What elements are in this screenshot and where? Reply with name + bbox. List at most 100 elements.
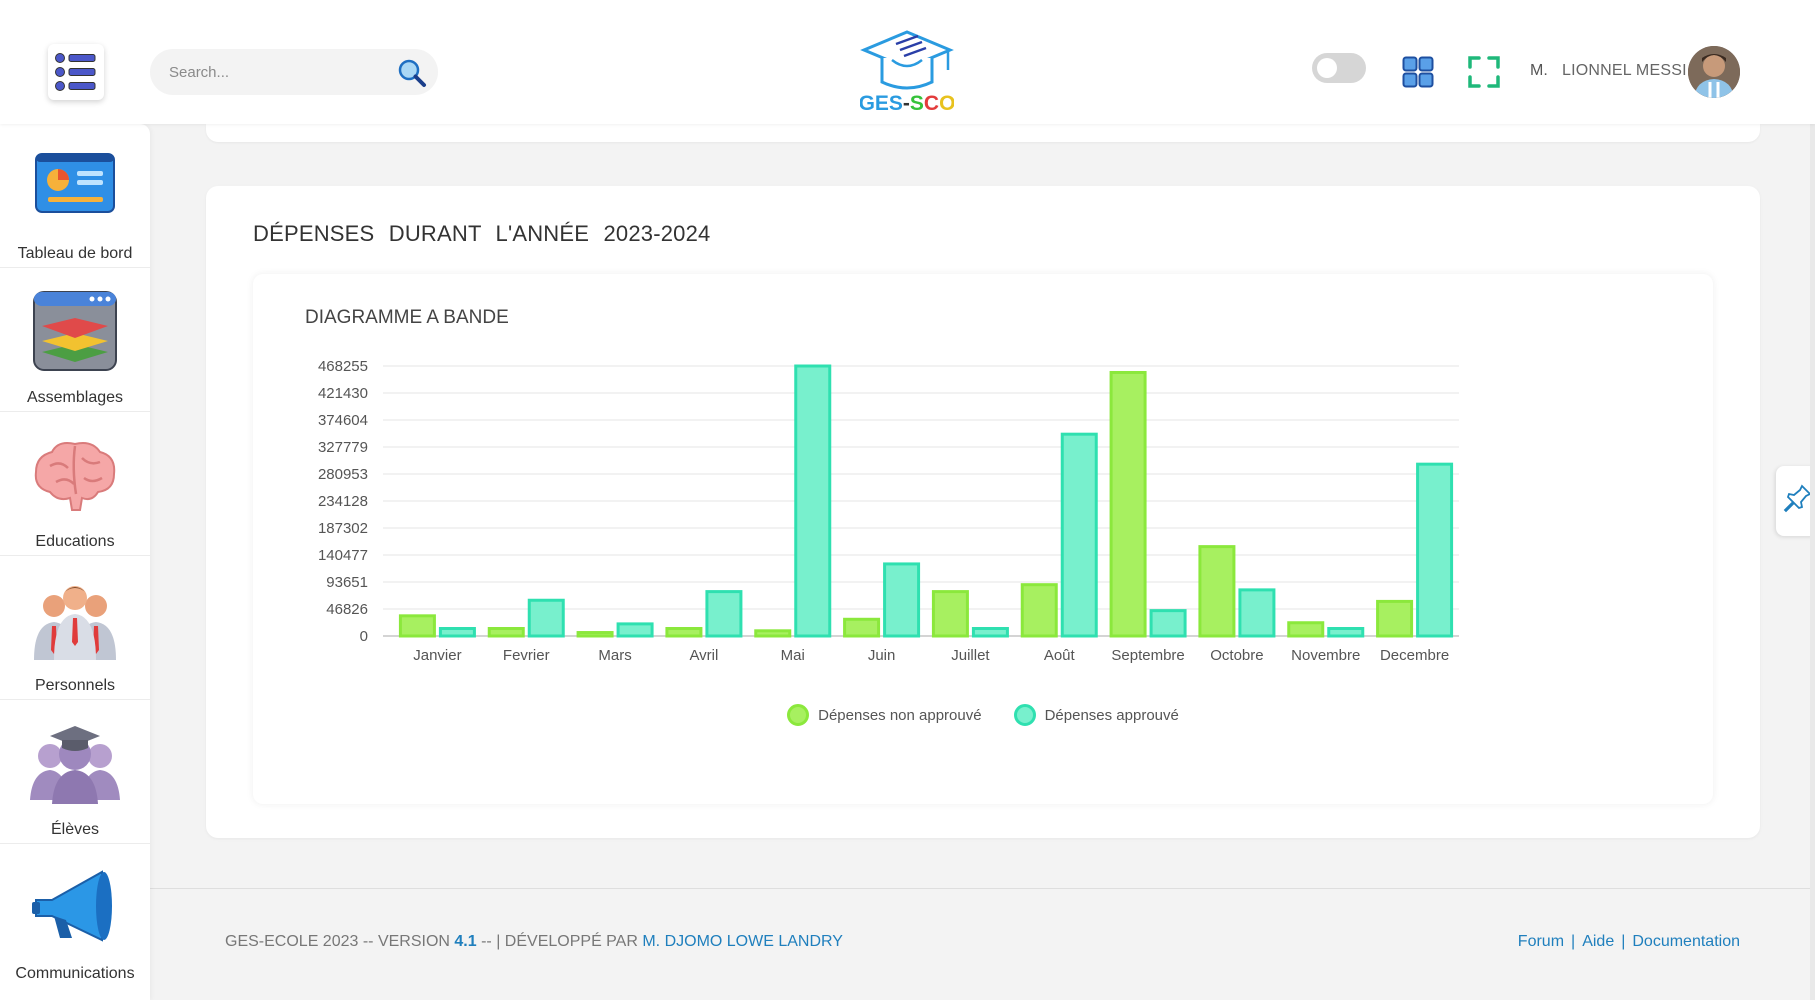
fullscreen-icon[interactable] [1468,56,1500,88]
sidebar-item-personnels[interactable]: Personnels [0,556,150,700]
y-tick-label: 140477 [318,547,368,564]
brain-icon [34,442,116,511]
bar-approuve [527,598,565,638]
bar-approuve [705,590,743,638]
bar-approuve [616,622,654,638]
user-prefix: M. [1530,62,1548,79]
y-tick-label: 374604 [318,412,368,429]
y-tick-label: 468255 [318,358,368,375]
footer-link-documentation[interactable]: Documentation [1632,933,1740,950]
card-title: DÉPENSES DURANT L'ANNÉE 2023-2024 [253,221,711,246]
legend-label: Dépenses approuvé [1044,706,1179,724]
sidebar-item-label: Élèves [50,821,100,838]
y-tick-label: 421430 [318,385,368,402]
footer-separator: | [1621,933,1626,950]
y-tick-label: 327779 [318,439,368,456]
x-tick-label: Juillet [951,647,990,664]
chart-panel: DIAGRAMME A BANDE 0 46826 93651 140477 18730… [253,274,1713,804]
sidebar-item-label: Communications [15,965,135,982]
toggle-knob [1317,58,1337,78]
staff-icon [34,586,116,660]
layers-icon [33,291,117,371]
bar-approuve [1238,588,1276,638]
search-box [150,49,438,95]
ges-sco-logo[interactable]: GES-SCO [859,30,955,115]
footer-separator: | [1571,933,1576,950]
y-tick-label: 234128 [318,493,368,510]
sidebar-item-assemblages[interactable]: Assemblages [0,268,150,412]
bar-approuve [1416,462,1454,638]
sidebar-item-label: Educations [35,533,115,550]
bar-non-approuve [1376,599,1414,638]
logo-text: GES-SCO [860,92,954,114]
previous-card-edge [206,124,1760,142]
y-tick-label: 0 [360,628,368,645]
footer-link-forum[interactable]: Forum [1517,933,1565,950]
megaphone-icon [32,870,112,942]
sidebar-item-educations[interactable]: Educations [0,412,150,556]
apps-grid-icon[interactable] [1402,56,1434,88]
bar-chart: 0 46826 93651 140477 187302 234128 280953 32777… [318,358,1459,664]
bar-non-approuve [1109,370,1147,638]
footer-mid: -- | DÉVELOPPÉ PAR [476,933,643,950]
x-tick-label: Octobre [1210,647,1263,664]
bar-approuve [971,627,1009,638]
theme-toggle[interactable] [1312,53,1366,83]
sidebar-item-communications[interactable]: Communications [0,844,150,988]
x-tick-label: Août [1044,647,1076,664]
top-header: GES-SCO M. LIONNEL MESSI [0,0,1815,124]
bar-non-approuve [754,629,792,638]
footer-developer-link[interactable]: M. DJOMO LOWE LANDRY [642,933,843,950]
footer: GES-ECOLE 2023 -- VERSION 4.1 -- | DÉVEL… [150,888,1815,1000]
user-name[interactable]: LIONNEL MESSI [1562,62,1687,79]
legend-item-approuve[interactable]: Dépenses approuvé [1013,704,1179,726]
sidebar-item-eleves[interactable]: Élèves [0,700,150,844]
x-tick-label: Decembre [1380,647,1449,664]
x-tick-label: Novembre [1291,647,1360,664]
bar-non-approuve [576,631,614,638]
page-scrollbar[interactable] [1810,124,1815,1000]
footer-credits: GES-ECOLE 2023 -- VERSION 4.1 -- | DÉVEL… [225,933,843,951]
avatar-image [1688,46,1740,98]
bar-non-approuve [1020,583,1058,638]
pin-panel-button[interactable] [1776,466,1815,536]
legend-label: Dépenses non approuvé [818,706,982,724]
search-input[interactable] [150,49,370,95]
sidebar-item-label: Assemblages [26,389,124,406]
dashboard-icon [35,153,115,213]
bar-non-approuve [1198,545,1236,638]
footer-link-aide[interactable]: Aide [1582,933,1615,950]
y-tick-label: 280953 [318,466,368,483]
y-tick-label: 93651 [326,574,368,591]
bar-non-approuve [665,627,703,638]
bar-approuve [883,562,921,638]
sidebar-item-tableau-de-bord[interactable]: Tableau de bord [0,124,150,268]
legend-swatch-approuve [1013,704,1036,726]
search-icon[interactable] [396,57,428,89]
bar-non-approuve [931,590,969,638]
x-tick-label: Septembre [1111,647,1184,664]
list-menu-icon [55,53,96,91]
x-tick-label: Juin [868,647,896,664]
y-tick-label: 46826 [326,601,368,618]
legend-swatch-non-approuve [787,704,810,726]
x-tick-label: Mars [598,647,631,664]
legend-item-non-approuve[interactable]: Dépenses non approuvé [787,704,982,726]
bar-approuve [1149,609,1187,638]
student-icon [30,726,120,804]
sidebar-item-label: Personnels [34,677,116,694]
bar-approuve [438,627,476,638]
footer-version: 4.1 [454,933,477,950]
bar-non-approuve [398,614,436,638]
x-tick-label: Mai [781,647,805,664]
bar-approuve [794,364,832,638]
bar-approuve [1327,627,1365,638]
x-tick-label: Fevrier [503,647,550,664]
chart-title: DIAGRAMME A BANDE [305,307,509,328]
y-tick-label: 187302 [318,520,368,537]
user-avatar[interactable] [1688,46,1740,98]
menu-toggle-button[interactable] [48,44,104,100]
chart-legend: Dépenses non approuvé Dépenses approuvé [253,704,1713,726]
footer-prefix: GES-ECOLE 2023 -- VERSION [225,933,455,950]
sidebar: Tableau de bord Assemblages Educations [0,124,150,1000]
